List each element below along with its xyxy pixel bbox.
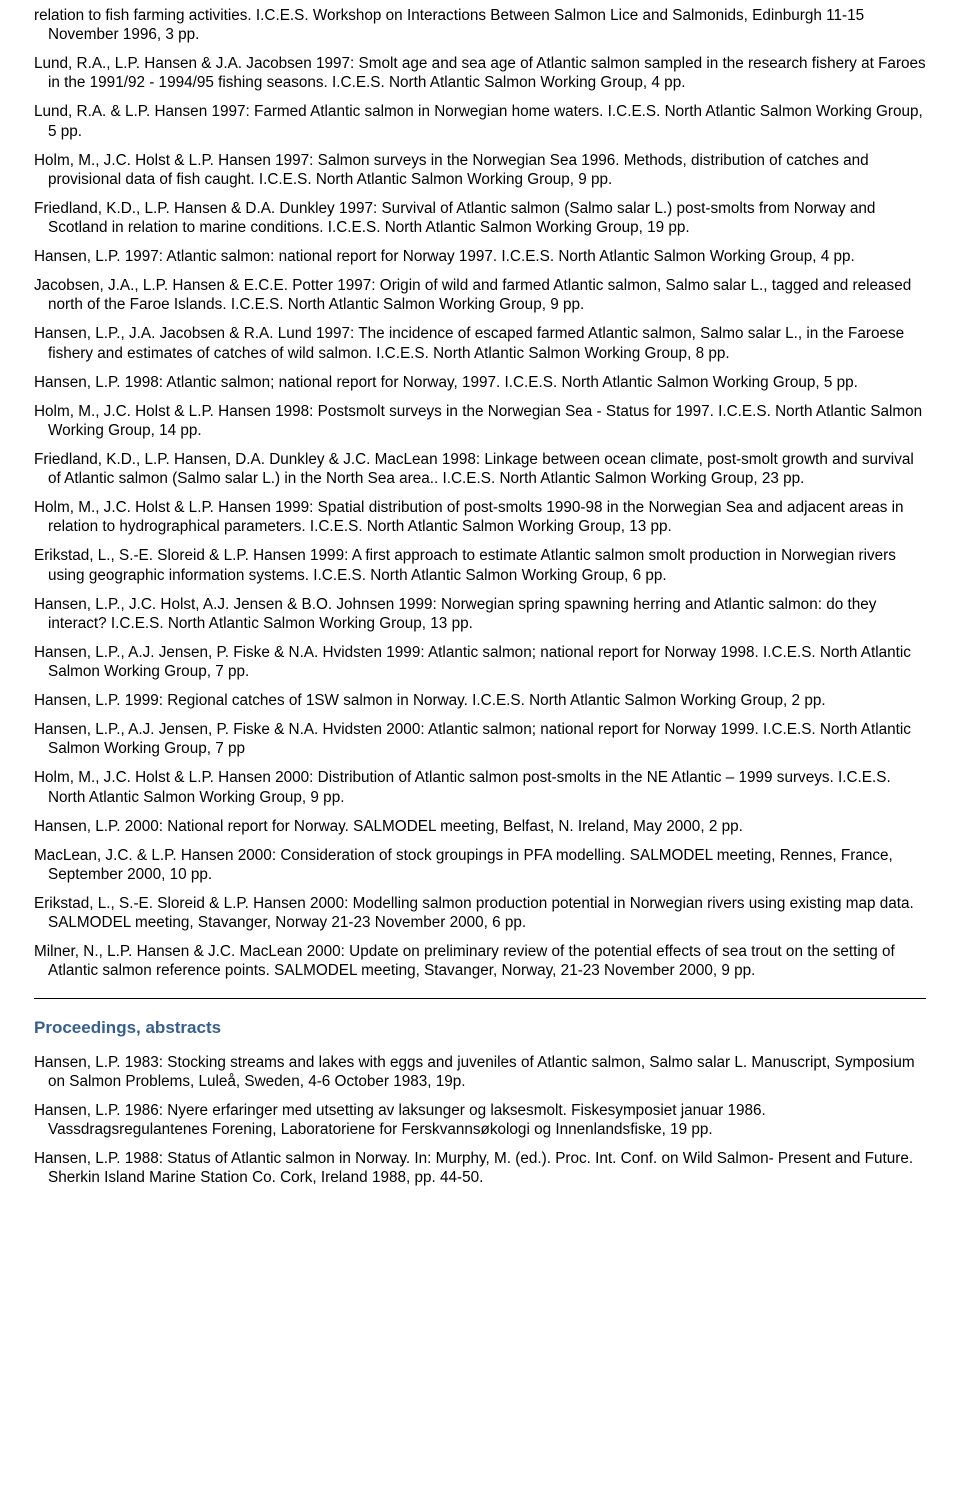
reference-entry: Holm, M., J.C. Holst & L.P. Hansen 1998:… xyxy=(34,402,926,440)
proceedings-entry: Hansen, L.P. 1986: Nyere erfaringer med … xyxy=(34,1101,926,1139)
reference-entry: Erikstad, L., S.-E. Sloreid & L.P. Hanse… xyxy=(34,546,926,584)
reference-entry: Hansen, L.P., J.C. Holst, A.J. Jensen & … xyxy=(34,595,926,633)
section-heading-proceedings: Proceedings, abstracts xyxy=(34,1017,926,1038)
section-divider xyxy=(34,998,926,999)
reference-entry: Hansen, L.P., A.J. Jensen, P. Fiske & N.… xyxy=(34,720,926,758)
reference-entry: Lund, R.A., L.P. Hansen & J.A. Jacobsen … xyxy=(34,54,926,92)
reference-entry: Hansen, L.P. 1999: Regional catches of 1… xyxy=(34,691,926,710)
reference-entry: Lund, R.A. & L.P. Hansen 1997: Farmed At… xyxy=(34,102,926,140)
reference-entry: Hansen, L.P. 1998: Atlantic salmon; nati… xyxy=(34,373,926,392)
reference-entry: relation to fish farming activities. I.C… xyxy=(34,6,926,44)
reference-entry: Hansen, L.P. 1997: Atlantic salmon: nati… xyxy=(34,247,926,266)
proceedings-entry: Hansen, L.P. 1988: Status of Atlantic sa… xyxy=(34,1149,926,1187)
reference-entry: Hansen, L.P. 2000: National report for N… xyxy=(34,817,926,836)
proceedings-entry: Hansen, L.P. 1983: Stocking streams and … xyxy=(34,1053,926,1091)
reference-entry: Erikstad, L., S.-E. Sloreid & L.P. Hanse… xyxy=(34,894,926,932)
reference-entry: Milner, N., L.P. Hansen & J.C. MacLean 2… xyxy=(34,942,926,980)
reference-entry: Holm, M., J.C. Holst & L.P. Hansen 1999:… xyxy=(34,498,926,536)
reference-entry: Holm, M., J.C. Holst & L.P. Hansen 1997:… xyxy=(34,151,926,189)
reference-entry: Hansen, L.P., A.J. Jensen, P. Fiske & N.… xyxy=(34,643,926,681)
reference-entry: Jacobsen, J.A., L.P. Hansen & E.C.E. Pot… xyxy=(34,276,926,314)
reference-entry: MacLean, J.C. & L.P. Hansen 2000: Consid… xyxy=(34,846,926,884)
reference-entry: Friedland, K.D., L.P. Hansen & D.A. Dunk… xyxy=(34,199,926,237)
reference-entry: Hansen, L.P., J.A. Jacobsen & R.A. Lund … xyxy=(34,324,926,362)
reference-entry: Holm, M., J.C. Holst & L.P. Hansen 2000:… xyxy=(34,768,926,806)
reference-entry: Friedland, K.D., L.P. Hansen, D.A. Dunkl… xyxy=(34,450,926,488)
